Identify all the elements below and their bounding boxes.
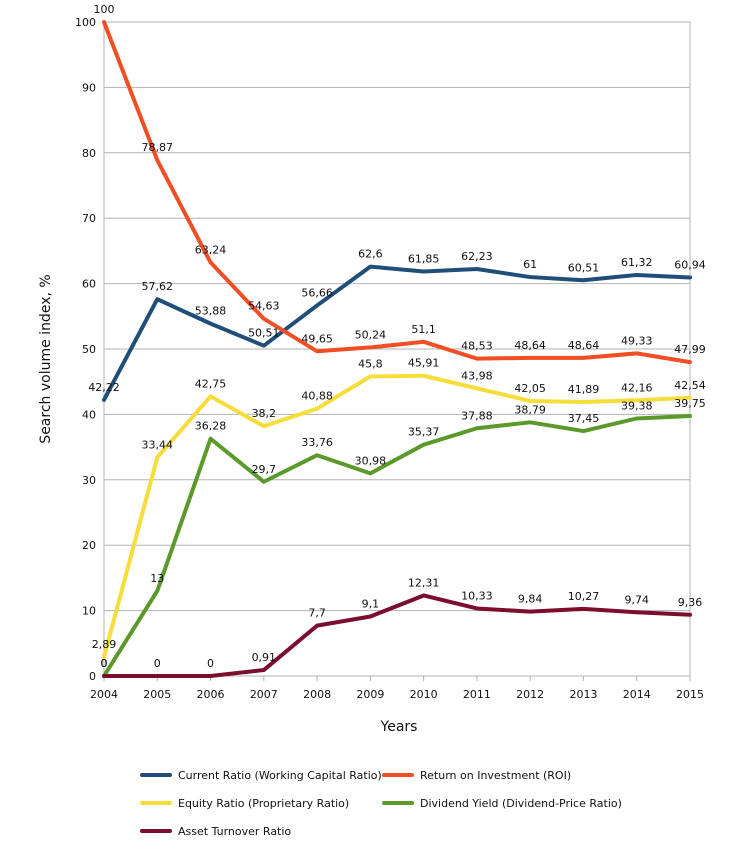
data-label: 57,62 <box>142 280 174 293</box>
data-label: 9,74 <box>624 593 649 606</box>
data-label: 61,32 <box>621 256 653 269</box>
data-label: 39,75 <box>674 397 706 410</box>
legend-label-2: Return on Investment (ROI) <box>420 769 571 782</box>
x-axis-title: Years <box>380 719 418 735</box>
y-tick-label: 60 <box>82 278 96 291</box>
data-label: 61 <box>523 258 537 271</box>
x-tick-label: 2008 <box>303 688 331 701</box>
x-tick-label: 2013 <box>569 688 597 701</box>
data-label: 48,53 <box>461 340 493 353</box>
x-tick-label: 2015 <box>676 688 704 701</box>
data-label: 78,87 <box>142 141 174 154</box>
data-label: 43,98 <box>461 369 493 382</box>
data-label: 0 <box>101 657 108 670</box>
data-label: 33,44 <box>142 438 174 451</box>
data-label: 0 <box>154 657 161 670</box>
y-tick-label: 40 <box>82 408 96 421</box>
data-label: 7,7 <box>308 607 326 620</box>
series-line-2 <box>102 20 692 365</box>
data-label: 41,89 <box>568 383 600 396</box>
y-tick-label: 50 <box>82 343 96 356</box>
data-label: 50,51 <box>248 327 280 340</box>
data-label: 42,16 <box>621 381 653 394</box>
data-label: 62,23 <box>461 250 493 263</box>
data-label: 49,33 <box>621 334 653 347</box>
x-tick-label: 2012 <box>516 688 544 701</box>
x-tick-label: 2007 <box>250 688 278 701</box>
y-tick-label: 10 <box>82 605 96 618</box>
data-label: 29,7 <box>252 463 277 476</box>
data-label: 47,99 <box>674 343 706 356</box>
data-label: 100 <box>94 3 115 16</box>
data-label: 9,36 <box>678 596 703 609</box>
data-label: 42,05 <box>514 382 546 395</box>
data-label: 45,8 <box>358 357 383 370</box>
y-tick-label: 0 <box>89 670 96 683</box>
data-label: 40,88 <box>301 390 333 403</box>
legend-label-4: Dividend Yield (Dividend-Price Ratio) <box>420 797 622 810</box>
series-line-5 <box>102 593 692 678</box>
data-label: 60,94 <box>674 258 706 271</box>
data-label: 53,88 <box>195 305 227 318</box>
y-tick-label: 100 <box>75 16 96 29</box>
data-label: 30,98 <box>355 454 387 467</box>
series-line-4 <box>102 414 692 678</box>
x-tick-label: 2006 <box>197 688 225 701</box>
data-label: 9,84 <box>518 593 543 606</box>
data-label: 12,31 <box>408 576 440 589</box>
x-tick-label: 2005 <box>143 688 171 701</box>
data-label: 10,27 <box>568 590 600 603</box>
x-tick-label: 2014 <box>623 688 651 701</box>
data-label: 35,37 <box>408 426 440 439</box>
data-label: 63,24 <box>195 243 227 256</box>
data-label: 0,91 <box>252 651 277 664</box>
data-label: 45,91 <box>408 357 440 370</box>
y-axis-title: Search volume index, % <box>38 274 54 443</box>
data-label: 50,24 <box>355 328 387 341</box>
series-line-1 <box>102 264 692 402</box>
data-label: 42,75 <box>195 377 227 390</box>
data-label: 37,45 <box>568 412 600 425</box>
y-tick-label: 70 <box>82 212 96 225</box>
x-tick-label: 2004 <box>90 688 118 701</box>
series-line-3 <box>102 373 692 660</box>
data-label: 37,88 <box>461 409 493 422</box>
data-label: 61,85 <box>408 253 440 266</box>
y-tick-label: 20 <box>82 539 96 552</box>
data-label: 62,6 <box>358 248 383 261</box>
y-tick-label: 80 <box>82 147 96 160</box>
data-label: 36,28 <box>195 420 227 433</box>
legend-label-5: Asset Turnover Ratio <box>178 825 291 838</box>
legend-label-1: Current Ratio (Working Capital Ratio) <box>178 769 382 782</box>
data-label: 2,89 <box>92 638 117 651</box>
data-label: 42,54 <box>674 379 706 392</box>
y-tick-label: 30 <box>82 474 96 487</box>
data-label: 56,66 <box>301 286 333 299</box>
data-label: 9,1 <box>362 597 380 610</box>
data-label: 0 <box>101 657 108 670</box>
data-label: 54,63 <box>248 300 280 313</box>
data-label: 39,38 <box>621 399 653 412</box>
data-label: 48,64 <box>514 339 546 352</box>
data-label: 60,51 <box>568 261 600 274</box>
data-label: 10,33 <box>461 589 493 602</box>
data-label: 49,65 <box>301 332 333 345</box>
x-tick-label: 2010 <box>410 688 438 701</box>
x-tick-label: 2011 <box>463 688 491 701</box>
data-label: 0 <box>207 657 214 670</box>
data-label: 38,2 <box>252 407 277 420</box>
data-label: 51,1 <box>411 323 436 336</box>
data-label: 33,76 <box>301 436 333 449</box>
y-tick-label: 90 <box>82 81 96 94</box>
data-label: 13 <box>150 572 164 585</box>
x-tick-label: 2009 <box>356 688 384 701</box>
legend-label-3: Equity Ratio (Proprietary Ratio) <box>178 797 349 810</box>
data-label: 38,79 <box>514 403 546 416</box>
data-label: 48,64 <box>568 339 600 352</box>
data-label: 42,22 <box>88 381 120 394</box>
